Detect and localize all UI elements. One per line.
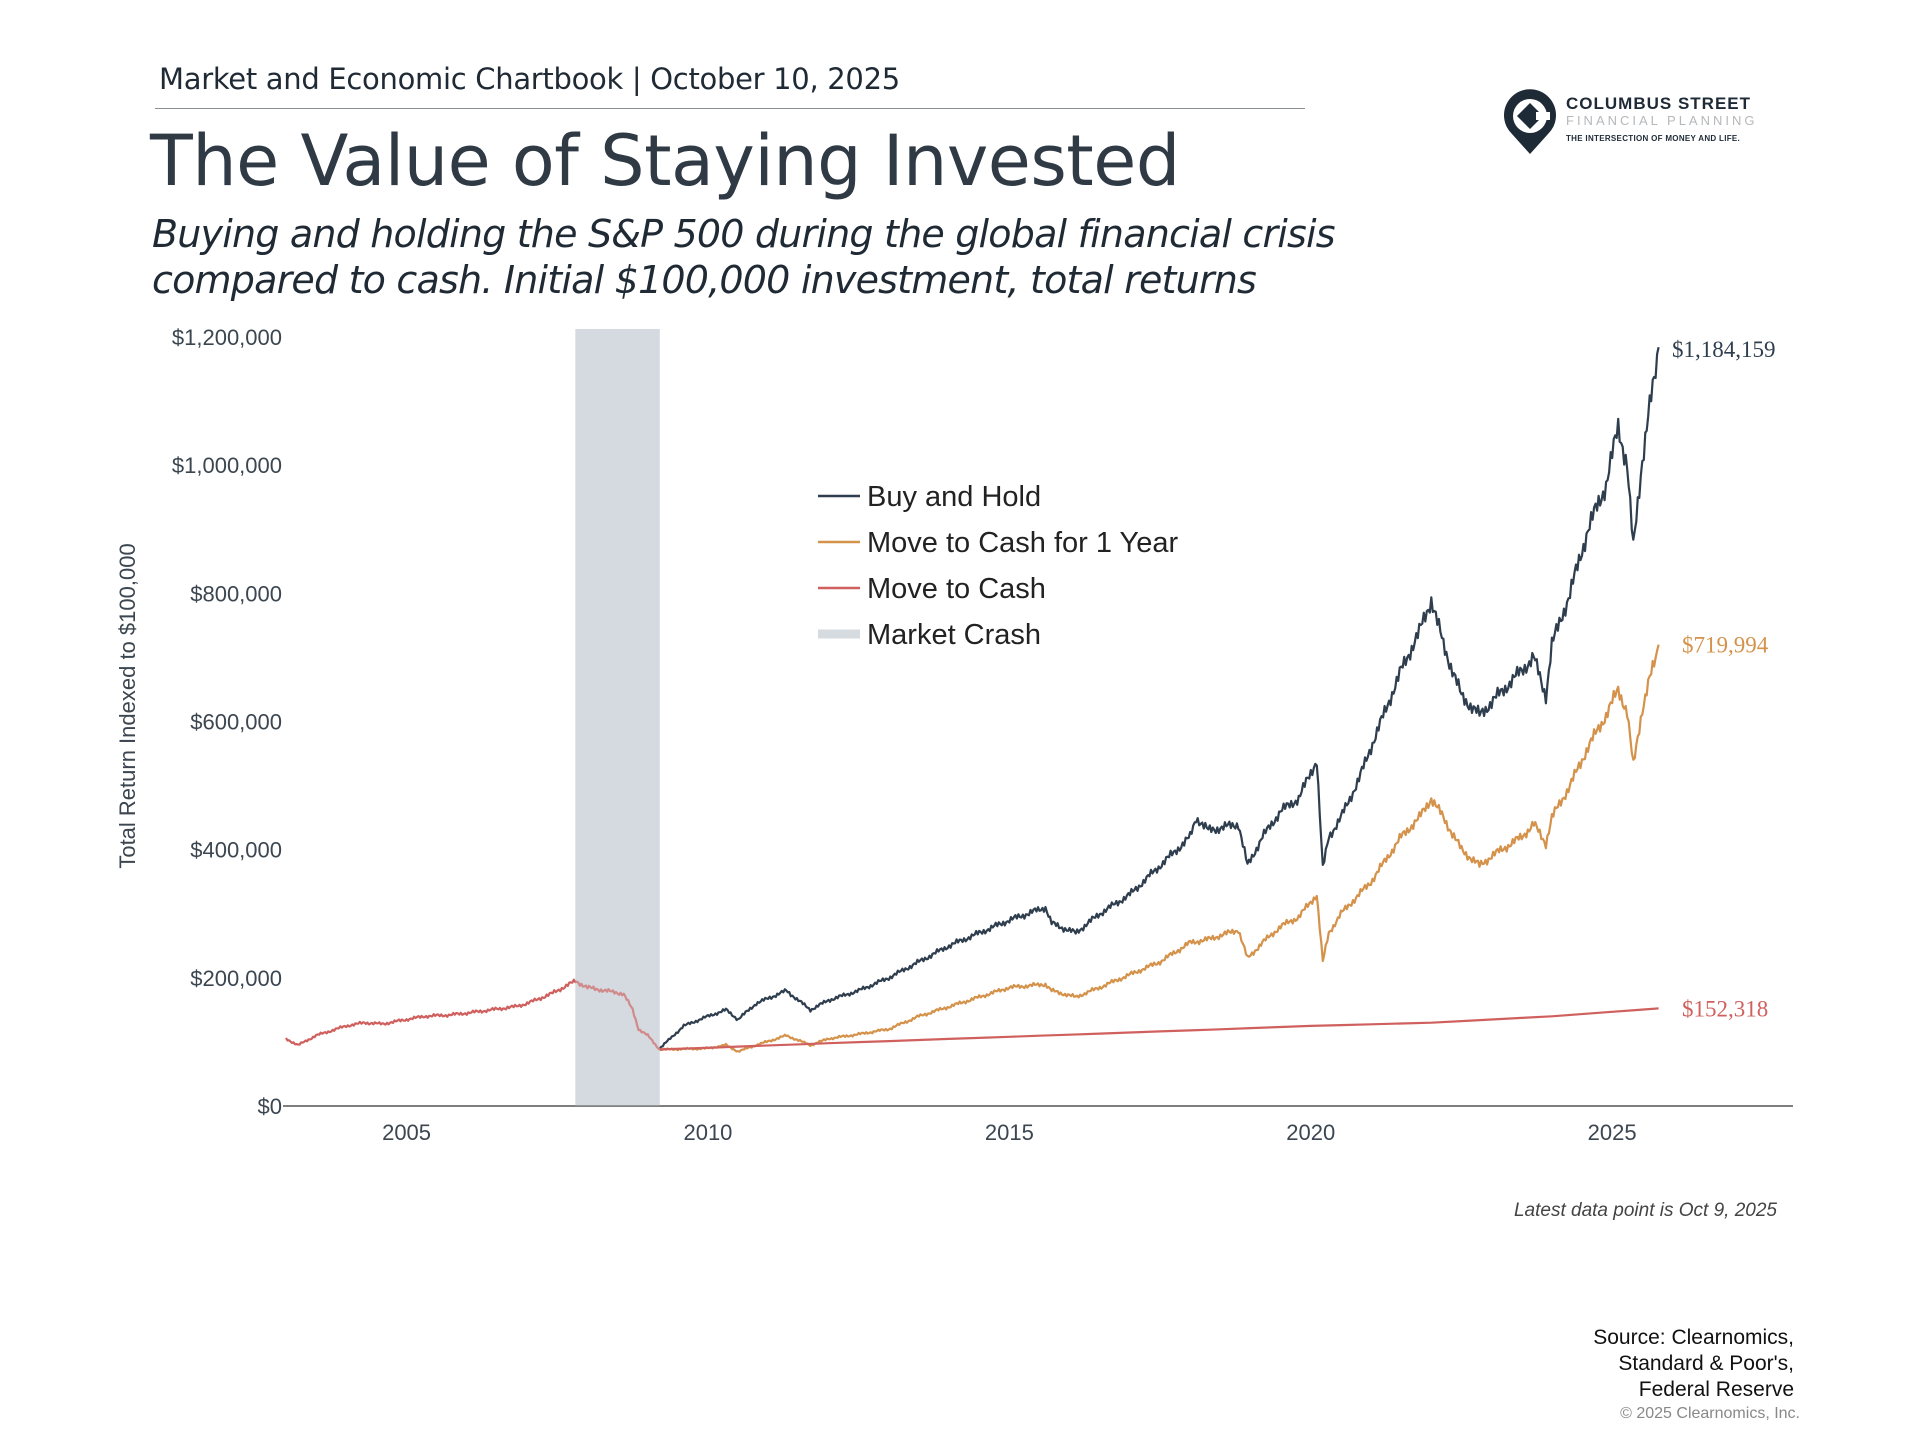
subtitle-line-2: compared to cash. Initial $100,000 inves… <box>152 258 1257 302</box>
y-tick-label: $600,000 <box>190 710 282 735</box>
x-tick-label: 2010 <box>683 1120 732 1145</box>
legend-label: Move to Cash <box>867 573 1046 605</box>
series-line-move-to-cash-for-1-year <box>659 644 1660 1053</box>
source-line-3: Federal Reserve <box>1638 1378 1794 1401</box>
logo-mark-icon <box>1504 89 1556 154</box>
y-tick-label: $800,000 <box>190 581 282 606</box>
y-axis-label: Total Return Indexed to $100,000 <box>115 543 140 868</box>
copyright: © 2025 Clearnomics, Inc. <box>1620 1405 1800 1422</box>
end-value-label: $1,184,159 <box>1672 337 1776 362</box>
x-tick-label: 2015 <box>985 1120 1034 1145</box>
end-value-label: $719,994 <box>1682 633 1769 658</box>
y-tick-label: $0 <box>258 1094 282 1119</box>
legend-label: Move to Cash for 1 Year <box>867 527 1178 559</box>
series-line-move-to-cash <box>285 978 1659 1051</box>
end-value-label: $152,318 <box>1682 996 1768 1021</box>
page-title: The Value of Staying Invested <box>150 120 1180 202</box>
market-crash-overlay <box>575 329 660 1106</box>
subtitle-line-1: Buying and holding the S&P 500 during th… <box>152 212 1336 256</box>
chartbook-header: Market and Economic Chartbook | October … <box>159 62 900 96</box>
x-tick-label: 2005 <box>382 1120 431 1145</box>
legend-label: Buy and Hold <box>867 481 1041 513</box>
x-tick-label: 2020 <box>1286 1120 1335 1145</box>
logo-line-2: FINANCIAL PLANNING <box>1566 113 1758 128</box>
y-tick-label: $1,000,000 <box>172 453 282 478</box>
y-tick-label: $1,200,000 <box>172 325 282 350</box>
logo: COLUMBUS STREET FINANCIAL PLANNING THE I… <box>1500 86 1780 156</box>
x-tick-label: 2025 <box>1588 1120 1637 1145</box>
header-divider <box>155 108 1305 109</box>
market-crash-shade <box>575 329 660 1106</box>
source-line-2: Standard & Poor's, <box>1618 1352 1794 1375</box>
logo-line-1: COLUMBUS STREET <box>1566 94 1751 113</box>
y-tick-label: $200,000 <box>190 966 282 991</box>
series-line-buy-and-hold <box>658 346 1660 1050</box>
legend-label: Market Crash <box>867 619 1041 651</box>
y-tick-label: $400,000 <box>190 838 282 863</box>
logo-tagline: THE INTERSECTION OF MONEY AND LIFE. <box>1566 134 1741 143</box>
source-line-1: Source: Clearnomics, <box>1593 1326 1794 1349</box>
latest-data-note: Latest data point is Oct 9, 2025 <box>1513 1200 1777 1221</box>
